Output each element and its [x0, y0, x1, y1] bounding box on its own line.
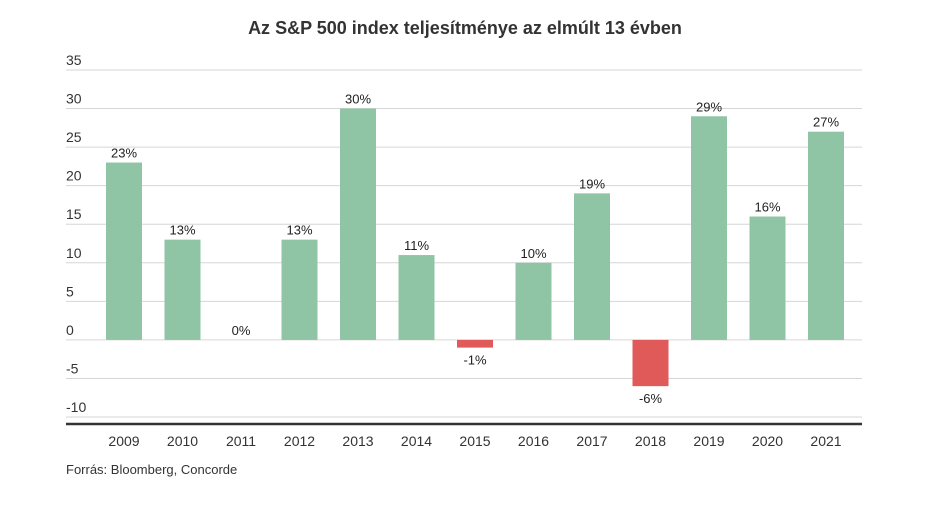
data-label-2016: 10% [520, 246, 546, 261]
y-tick-label: 10 [66, 245, 82, 261]
data-labels: 23% 13% 0% 13% 30% 11% -1% 10% 19% -6% 29% 16% 27% [111, 92, 839, 407]
data-label-2011: 0% [232, 323, 251, 338]
bar-2010 [164, 239, 201, 340]
bar-2017 [574, 193, 610, 340]
data-label-2009: 23% [111, 146, 137, 161]
bars [106, 108, 844, 387]
bar-2013 [340, 108, 376, 340]
chart-title: Az S&P 500 index teljesítménye az elmúlt… [248, 18, 682, 38]
data-label-2014: 11% [404, 238, 429, 253]
x-tick-label: 2019 [693, 433, 724, 449]
bar-2016 [515, 262, 552, 340]
data-label-2017: 19% [579, 176, 605, 191]
y-tick-label: 15 [66, 206, 82, 222]
x-tick-label: 2010 [167, 433, 198, 449]
bar-2014 [398, 255, 435, 340]
y-tick-label: 5 [66, 283, 74, 299]
x-axis-ticks: 2009 2010 2011 2012 2013 2014 2015 2016 2017 2018… [108, 433, 841, 449]
bar-2009 [106, 162, 142, 340]
data-label-2013: 30% [345, 92, 371, 107]
data-label-2019: 29% [696, 99, 722, 114]
data-label-2018: -6% [639, 391, 663, 406]
x-tick-label: 2020 [752, 433, 783, 449]
data-label-2012: 13% [286, 223, 312, 238]
x-tick-label: 2014 [401, 433, 432, 449]
y-tick-label: 35 [66, 52, 82, 68]
x-tick-label: 2017 [576, 433, 607, 449]
x-tick-label: 2016 [518, 433, 549, 449]
x-tick-label: 2018 [635, 433, 666, 449]
x-tick-label: 2011 [226, 433, 256, 449]
y-tick-label: 30 [66, 91, 82, 107]
x-tick-label: 2012 [284, 433, 315, 449]
bar-2012 [281, 239, 318, 340]
bar-2018 [632, 339, 669, 387]
x-tick-label: 2015 [459, 433, 490, 449]
y-tick-label: -10 [66, 399, 86, 415]
data-label-2010: 13% [169, 223, 195, 238]
y-tick-label: 20 [66, 168, 82, 184]
data-label-2015: -1% [463, 353, 487, 368]
data-label-2020: 16% [754, 200, 780, 215]
gridlines [66, 69, 862, 418]
x-tick-label: 2021 [810, 433, 841, 449]
x-tick-label: 2009 [108, 433, 139, 449]
y-tick-label: 25 [66, 129, 82, 145]
source-note: Forrás: Bloomberg, Concorde [66, 462, 238, 477]
bar-2021 [808, 131, 844, 340]
bar-2015 [457, 339, 493, 348]
bar-2020 [749, 216, 786, 340]
y-axis-ticks: 35 30 25 20 15 10 5 0 -5 -10 [66, 52, 86, 415]
y-tick-label: 0 [66, 322, 74, 338]
y-tick-label: -5 [66, 360, 79, 376]
x-tick-label: 2013 [342, 433, 373, 449]
data-label-2021: 27% [813, 115, 839, 130]
bar-2019 [691, 116, 727, 340]
